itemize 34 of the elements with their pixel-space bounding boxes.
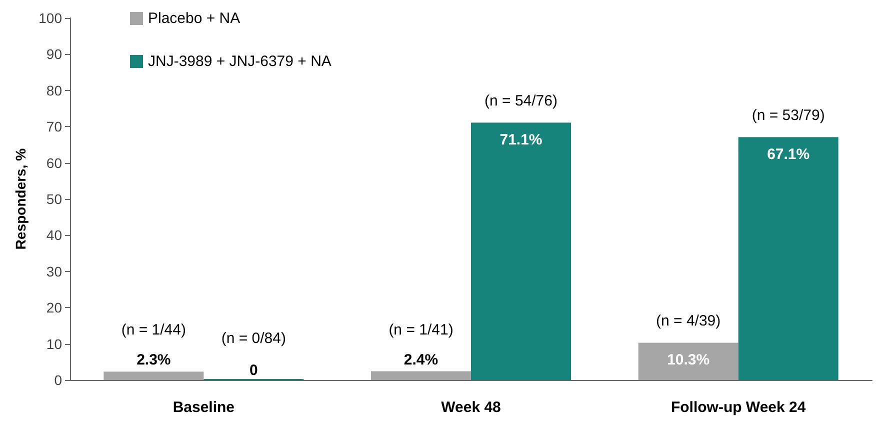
y-axis-title: Responders, % <box>12 148 29 250</box>
bar <box>104 372 204 380</box>
legend-label: Placebo + NA <box>148 10 240 27</box>
data-label: 2.3% <box>136 352 171 369</box>
y-tick-label: 40 <box>46 227 62 244</box>
annotation: (n = 53/79) <box>752 107 825 124</box>
data-label: 67.1% <box>767 146 810 164</box>
bar <box>638 342 738 380</box>
annotation: (n = 1/41) <box>388 321 454 338</box>
bar <box>371 371 471 380</box>
legend-label: JNJ-3989 + JNJ-6379 + NA <box>148 53 332 70</box>
annotation: (n = 1/44) <box>121 322 186 339</box>
bar <box>471 122 571 380</box>
y-tick-label: 0 <box>54 372 62 388</box>
y-tick-label: 60 <box>46 154 62 171</box>
y-tick-label: 70 <box>46 118 62 135</box>
annotation: (n = 0/84) <box>221 330 286 347</box>
y-tick-label: 100 <box>38 10 62 26</box>
y-tick-label: 20 <box>46 300 62 316</box>
data-label: 71.1% <box>500 132 542 149</box>
bar <box>738 137 838 380</box>
annotation: (n = 4/39) <box>656 312 721 330</box>
x-tick-label: Baseline <box>172 399 235 416</box>
y-tick-label: 50 <box>46 191 62 207</box>
x-tick-label: Week 48 <box>441 399 501 416</box>
y-tick-label: 10 <box>46 336 62 352</box>
data-label: 2.4% <box>404 351 438 368</box>
annotation: (n = 54/76) <box>484 92 558 110</box>
y-tick-label: 90 <box>46 46 62 62</box>
x-tick-label: Follow-up Week 24 <box>670 399 806 416</box>
data-label: 10.3% <box>667 352 710 369</box>
data-label: 0 <box>249 362 258 379</box>
y-tick-label: 80 <box>46 82 62 98</box>
y-tick-label: 30 <box>46 263 62 280</box>
